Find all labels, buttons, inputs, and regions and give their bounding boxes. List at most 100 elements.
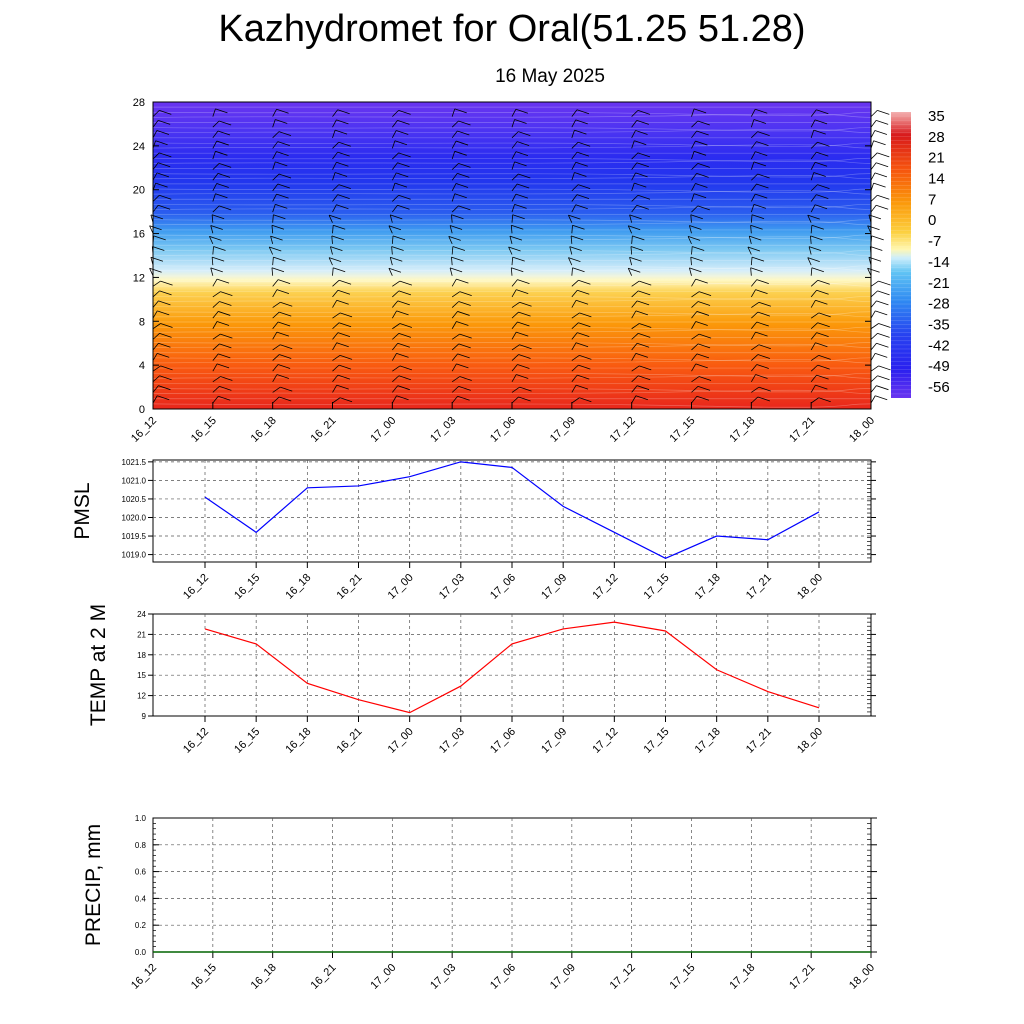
- wind-barb-staff: [870, 280, 879, 287]
- contour-line: [152, 388, 872, 393]
- wind-barb-flag: [817, 279, 830, 285]
- x-tick-label: 17_12: [608, 415, 638, 445]
- wind-barb-staff: [631, 310, 637, 319]
- contour-line: [152, 267, 872, 272]
- wind-barb-staff: [511, 204, 515, 213]
- wind-barb-staff: [152, 110, 160, 117]
- contour-line: [152, 144, 872, 149]
- wind-barb-flag: [810, 235, 823, 241]
- wind-barb-flag: [634, 140, 647, 146]
- wind-barb-staff: [332, 119, 337, 128]
- x-tick-label: 16_15: [232, 572, 262, 602]
- wind-barb-flag: [156, 130, 170, 135]
- colorbar-label: -28: [928, 296, 950, 313]
- wind-barb-flag: [276, 193, 289, 199]
- wind-barb-staff: [391, 183, 396, 191]
- colorbar-label: -35: [928, 316, 950, 333]
- contour-line: [152, 250, 872, 255]
- wind-barb-staff: [272, 279, 279, 287]
- wind-barb-staff: [751, 183, 757, 192]
- wind-barb-staff: [451, 246, 454, 255]
- wind-barb-staff: [810, 162, 816, 170]
- wind-barb-staff: [451, 193, 456, 202]
- wind-barb-staff: [212, 205, 220, 213]
- wind-barb-staff: [629, 257, 633, 266]
- y-axis-label: TEMP at 2 M: [87, 604, 110, 726]
- wind-barb-flag: [575, 342, 589, 348]
- wind-barb-flag: [159, 194, 172, 200]
- wind-barb-flag: [576, 194, 590, 199]
- wind-barb-staff: [152, 194, 160, 202]
- wind-barb-staff: [332, 332, 339, 340]
- wind-barb-flag: [511, 267, 524, 273]
- wind-barb-flag: [876, 300, 889, 306]
- wind-barb-flag: [695, 183, 708, 188]
- wind-barb-flag: [697, 205, 710, 211]
- wind-barb-flag: [568, 214, 581, 220]
- wind-barb-flag: [813, 172, 826, 177]
- wind-barb-staff: [751, 141, 757, 149]
- wind-barb-staff: [451, 257, 453, 266]
- temp-panel: 9 12 15 18 21 24 16_12 16_15 16_18 16_21 17_00 17_0…: [87, 604, 876, 756]
- wind-barb-staff: [870, 290, 878, 298]
- wind-barb-flag: [399, 365, 413, 371]
- wind-barb-staff: [152, 343, 159, 351]
- wind-barb-flag: [816, 332, 829, 338]
- wind-barb-staff: [691, 120, 699, 128]
- wind-barb-flag: [572, 224, 585, 230]
- colorbar-label: 21: [928, 150, 945, 167]
- x-tick-label: 17_18: [727, 415, 757, 445]
- wind-barb-flag: [751, 256, 765, 262]
- wind-barb-flag: [696, 353, 710, 359]
- wind-barb-staff: [691, 333, 700, 340]
- wind-barb-staff: [631, 365, 640, 372]
- wind-barb-flag: [874, 172, 888, 178]
- wind-barb-staff: [751, 396, 759, 404]
- wind-barb-flag: [517, 141, 530, 146]
- wind-barb-staff: [152, 375, 160, 383]
- wind-barb-staff: [212, 396, 219, 404]
- x-tick-label: 16_18: [249, 415, 279, 445]
- y-axis-label: PRECIP, mm: [82, 824, 105, 946]
- wind-barb-flag: [816, 151, 829, 157]
- wind-barb-staff: [272, 161, 276, 170]
- wind-barb-staff: [511, 354, 519, 361]
- wind-barb-flag: [575, 119, 588, 125]
- wind-barb-staff: [328, 257, 333, 266]
- x-tick-label: 17_09: [548, 962, 578, 992]
- wind-barb-staff: [870, 395, 876, 404]
- wind-barb-staff: [750, 119, 755, 128]
- wind-barb-flag: [512, 214, 525, 220]
- wind-barb-flag: [276, 108, 289, 114]
- wind-barb-staff: [571, 109, 578, 117]
- wind-barb-staff: [691, 130, 697, 139]
- wind-barb-staff: [751, 279, 758, 287]
- wind-barb-staff: [751, 311, 759, 319]
- wind-barb-staff: [212, 353, 219, 361]
- wind-barb-staff: [272, 109, 277, 117]
- wind-barb-staff: [511, 386, 520, 393]
- wind-barb-staff: [810, 194, 817, 202]
- wind-barb-flag: [875, 310, 888, 316]
- wind-barb-flag: [149, 225, 162, 231]
- wind-barb-staff: [511, 301, 520, 308]
- wind-barb-staff: [810, 141, 818, 149]
- wind-barb-flag: [867, 267, 880, 273]
- contour-line: [152, 359, 872, 364]
- wind-barb-flag: [807, 214, 820, 220]
- wind-barb-flag: [575, 299, 589, 305]
- wind-barb-flag: [277, 279, 291, 284]
- x-tick-label: 17_06: [488, 415, 518, 445]
- wind-barb-flag: [397, 162, 410, 168]
- wind-barb-flag: [753, 203, 767, 209]
- y-tick-label: 1020.0: [122, 513, 147, 522]
- wind-barb-flag: [698, 333, 712, 339]
- wind-barb-flag: [815, 299, 828, 305]
- wind-barb-staff: [392, 204, 398, 213]
- wind-barb-flag: [338, 322, 352, 328]
- contour-line: [152, 297, 872, 302]
- wind-barb-flag: [578, 364, 591, 370]
- wind-barb-staff: [152, 280, 161, 287]
- wind-barb-flag: [276, 331, 290, 337]
- wind-barb-flag: [876, 342, 889, 348]
